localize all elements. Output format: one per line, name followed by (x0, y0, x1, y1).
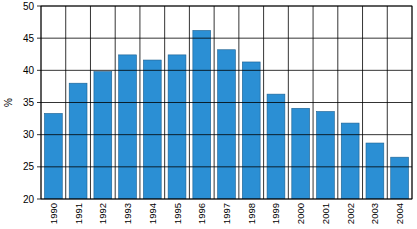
y-tick-label: 35 (23, 97, 35, 108)
x-tick-label: 1992 (97, 203, 108, 224)
category-divider (65, 6, 66, 199)
bar (119, 55, 137, 199)
bar (317, 112, 335, 199)
bars (44, 30, 408, 199)
x-tick-label: 1995 (172, 203, 183, 224)
y-tick-label: 25 (23, 161, 35, 172)
x-tick-label: 2003 (369, 203, 380, 224)
x-tick-label: 2004 (394, 203, 405, 224)
grid-line (41, 38, 412, 39)
bar (267, 94, 285, 199)
category-divider (313, 6, 314, 199)
y-tick-label: 20 (23, 194, 35, 205)
y-tick (37, 134, 41, 135)
category-divider (288, 6, 289, 199)
y-tick (37, 166, 41, 167)
x-tick-label: 1997 (221, 203, 232, 224)
chart-svg: 20 25 30 35 40 45 50 1990 1991 1992 1993 1994 1995 19… (0, 0, 417, 229)
category-divider (164, 6, 165, 199)
bar (391, 157, 409, 199)
category-divider (139, 6, 140, 199)
bar (292, 108, 310, 199)
plot-frame (41, 6, 412, 199)
x-tick-label: 1991 (73, 203, 84, 224)
y-tick-label: 45 (23, 33, 35, 44)
x-tick-label: 1990 (48, 203, 59, 224)
y-tick (37, 199, 41, 200)
bar (44, 113, 62, 199)
x-tick-label: 1999 (270, 203, 281, 224)
bar (218, 50, 236, 199)
x-tick-label: 1998 (246, 203, 257, 224)
bar (366, 143, 384, 199)
category-divider (115, 6, 116, 199)
bar (193, 30, 211, 199)
grid-line (41, 166, 412, 167)
x-tick-label: 2002 (345, 203, 356, 224)
y-tick-label: 50 (23, 1, 35, 12)
bar (168, 55, 186, 199)
y-tick (37, 6, 41, 7)
y-tick (37, 38, 41, 39)
y-axis-label: % (3, 98, 14, 107)
bar (69, 83, 87, 199)
category-divider (337, 6, 338, 199)
x-tick-label: 2001 (320, 203, 331, 224)
y-tick (37, 70, 41, 71)
bar (143, 60, 161, 199)
y-tick (37, 102, 41, 103)
grid-line (41, 70, 412, 71)
bar (94, 72, 112, 199)
grid-line (41, 102, 412, 103)
y-tick-label: 40 (23, 65, 35, 76)
chart-container: 20 25 30 35 40 45 50 1990 1991 1992 1993 1994 1995 19… (0, 0, 417, 229)
category-divider (238, 6, 239, 199)
grid-line (41, 134, 412, 135)
category-divider (214, 6, 215, 199)
category-divider (263, 6, 264, 199)
x-tick-label: 2000 (295, 203, 306, 224)
category-divider (90, 6, 91, 199)
bar (242, 62, 260, 199)
category-divider (387, 6, 388, 199)
x-tick-label: 1993 (122, 203, 133, 224)
category-divider (189, 6, 190, 199)
x-tick-label: 1994 (147, 203, 158, 224)
y-tick-label: 30 (23, 129, 35, 140)
plot-area (41, 6, 412, 199)
x-tick-label: 1996 (196, 203, 207, 224)
category-divider (362, 6, 363, 199)
